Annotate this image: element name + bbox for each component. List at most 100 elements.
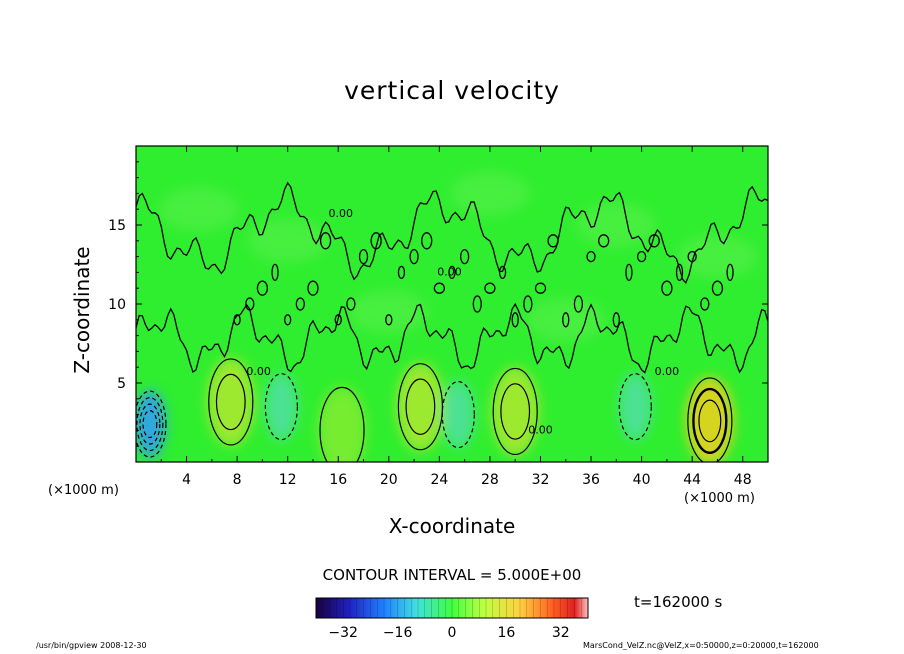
footer-left: /usr/bin/gpview 2008-12-30 (36, 641, 147, 650)
x-tick-label: 4 (182, 472, 191, 488)
contour-eddy (397, 265, 406, 280)
contour-eddy (711, 280, 724, 296)
x-tick-label: 40 (633, 472, 651, 488)
contour-label: 0.00 (655, 365, 680, 378)
contour-eddy (448, 265, 456, 280)
contour-interval-label: CONTOUR INTERVAL = 5.000E+00 (322, 566, 582, 584)
contour-eddy (256, 280, 269, 296)
contour-eddy (459, 248, 470, 265)
field-patch (159, 187, 240, 232)
y-tick-label: 10 (108, 297, 126, 313)
contour-eddy (700, 297, 710, 311)
colorbar-tick-label: −32 (328, 625, 358, 641)
contour-eddy (319, 232, 332, 250)
field-updraft (396, 362, 445, 451)
field-downdraft (442, 380, 475, 449)
contour-line (692, 387, 728, 455)
contour-eddy (370, 232, 382, 250)
contour-eddy (598, 234, 610, 248)
contour-eddy (421, 232, 433, 250)
contour-eddy (612, 312, 620, 328)
x-tick-label: 20 (380, 472, 398, 488)
x-unit-label-right: (×1000 m) (684, 491, 755, 506)
y-tick-label: 15 (108, 218, 126, 234)
contour-label: 0.00 (437, 266, 462, 279)
contour-field: 0.00 0.00 0.00 0.00 0.00 (136, 146, 768, 462)
colorbar-tick-label: 32 (552, 625, 570, 641)
contour-zero-line (136, 302, 768, 374)
contour-line (319, 386, 365, 462)
field-patch (348, 289, 429, 334)
field-downdraft (136, 390, 166, 459)
contour-eddy (498, 265, 507, 280)
contour-eddy (547, 234, 559, 248)
contour-line (208, 358, 254, 446)
colorbar-tick-label: −16 (383, 625, 413, 641)
contour-line (136, 397, 164, 452)
field-patch (576, 203, 657, 247)
contour-eddy (511, 312, 519, 328)
contour-eddy (233, 314, 241, 326)
time-label: t=162000 s (634, 593, 723, 611)
footer-right: MarsCond_VelZ.nc@VelZ,x=0:50000,z=0:2000… (583, 641, 819, 650)
field-patch (677, 234, 758, 279)
contour-eddy (307, 280, 319, 296)
contour-line (215, 373, 246, 431)
colorbar-tick-label: 16 (497, 625, 515, 641)
contour-eddy (245, 297, 255, 311)
contour-eddy (625, 263, 633, 282)
x-tick-label: 16 (329, 472, 347, 488)
contour-line (405, 378, 436, 435)
contour-eddy (573, 295, 584, 313)
contour-eddy (586, 250, 596, 263)
x-tick-label: 36 (582, 472, 600, 488)
field-downdraft (619, 372, 652, 441)
field-updraft (206, 357, 255, 446)
contour-line (687, 377, 733, 462)
contour-line (264, 373, 298, 441)
x-tick-label: 44 (683, 472, 701, 488)
contour-line (142, 410, 158, 439)
y-tick-label: 5 (117, 376, 126, 392)
field-patch (525, 297, 606, 342)
field-updraft (491, 367, 540, 456)
contour-line (492, 367, 538, 456)
x-tick-label: 8 (233, 472, 242, 488)
contour-label: 0.00 (246, 365, 271, 378)
x-axis-label: X-coordinate (388, 514, 516, 538)
contour-line (136, 390, 167, 458)
contour-eddy (284, 314, 292, 326)
contour-eddy (271, 263, 279, 282)
x-tick-label: 32 (532, 472, 550, 488)
contour-eddy (409, 248, 419, 265)
contour-eddy (385, 314, 393, 326)
contour-zero-line-upper (136, 181, 768, 284)
contour-line (618, 373, 652, 441)
field-updraft (318, 386, 367, 462)
contour-eddy (472, 295, 482, 313)
field-patch (247, 218, 328, 263)
contour-eddy (484, 282, 496, 294)
contour-eddy (648, 234, 660, 248)
x-tick-label: 28 (481, 472, 499, 488)
contour-eddy (687, 250, 697, 263)
contour-line (441, 381, 475, 449)
contour-eddy (433, 282, 446, 294)
contour-eddy (358, 248, 369, 265)
contour-eddy (523, 295, 533, 313)
contour-eddy (661, 280, 673, 296)
y-axis-label: Z-coordinate (70, 246, 94, 374)
contour-eddy (346, 297, 356, 311)
contour-eddy (562, 312, 570, 328)
contour-line (139, 403, 161, 445)
contour-line (500, 383, 531, 440)
field-downdraft (265, 372, 298, 441)
field-patch (449, 171, 530, 216)
contour-label: 0.00 (329, 207, 354, 220)
chart-title: vertical velocity (344, 76, 560, 105)
x-tick-label: 12 (279, 472, 297, 488)
colorbar: −32 −16 0 16 32 (315, 597, 589, 641)
contour-label: 0.00 (528, 424, 553, 437)
contour-eddy (636, 250, 647, 263)
